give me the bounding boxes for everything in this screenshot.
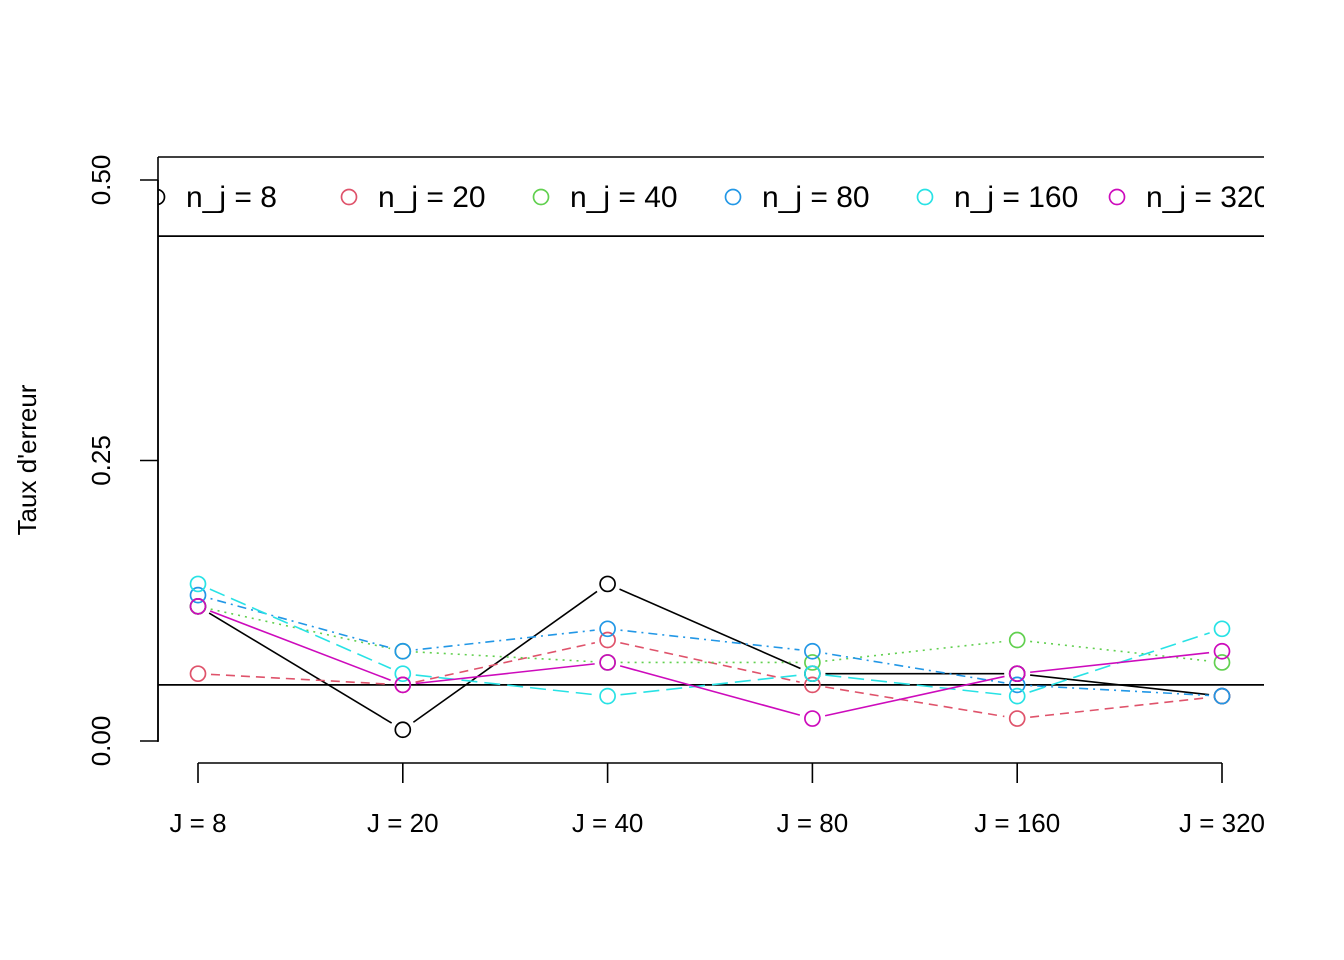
- data-point: [189, 598, 207, 615]
- series-segment: [620, 629, 800, 651]
- x-tick-label: J = 160: [974, 808, 1060, 838]
- x-tick-label: J = 8: [169, 808, 226, 838]
- reference-lines: [158, 235, 1264, 686]
- data-point: [1213, 654, 1231, 671]
- legend-label: n_j = 40: [570, 181, 678, 214]
- series-segment: [209, 588, 392, 670]
- data-point: [599, 631, 616, 649]
- series-segment: [619, 588, 801, 670]
- data-point: [804, 654, 821, 671]
- series-segment: [825, 686, 1005, 718]
- series-segment: [412, 590, 598, 723]
- legend-marker: [158, 188, 166, 206]
- data-point: [599, 575, 616, 593]
- y-axis: 0.00 0.25 0.50: [86, 155, 159, 767]
- series-segment: [415, 629, 595, 651]
- data-point: [599, 620, 616, 638]
- x-tick-label: J = 80: [777, 808, 849, 838]
- legend-marker: [916, 188, 934, 206]
- data-point: [1008, 710, 1026, 727]
- y-tick-label: 0.00: [86, 716, 116, 767]
- data-point: [394, 721, 412, 739]
- legend-marker: [532, 188, 550, 206]
- series-segment: [1030, 674, 1210, 696]
- data-point: [804, 710, 821, 727]
- series-segment: [210, 597, 391, 649]
- x-axis: J = 8 J = 20 J = 40 J = 80 J = 160 J = 320: [169, 762, 1265, 838]
- data-point: [599, 654, 616, 671]
- series-segment: [1030, 684, 1210, 697]
- data-point: [189, 575, 207, 593]
- series-n-j-20: [189, 631, 1231, 727]
- x-tick-label: J = 320: [1179, 808, 1265, 838]
- series-segment: [415, 651, 595, 663]
- series-n-j-320: [189, 598, 1231, 727]
- legend-marker: [340, 188, 358, 206]
- data-point: [804, 665, 821, 683]
- legend-label: n_j = 160: [954, 181, 1078, 214]
- data-point: [804, 642, 821, 660]
- series-n-j-80: [189, 586, 1231, 705]
- series-n-j-40: [189, 598, 1231, 671]
- series-segment: [208, 612, 393, 724]
- series-segment: [620, 674, 800, 696]
- data-point: [804, 676, 821, 694]
- y-axis-title: Taux d'erreur: [12, 384, 42, 535]
- legend-label: n_j = 320: [1146, 181, 1270, 214]
- series-segment: [1030, 640, 1210, 662]
- series-segment: [1030, 696, 1210, 718]
- legend-label: n_j = 20: [378, 181, 486, 214]
- data-point: [1213, 642, 1231, 660]
- series-segment: [620, 642, 800, 683]
- legend-label: n_j = 8: [186, 181, 277, 214]
- plot-area: n_j = 8 n_j = 20 n_j = 40 n_j = 80 n_j = 160…: [158, 181, 1270, 739]
- series-segment: [824, 675, 1005, 717]
- series-n-j-8: [189, 575, 1231, 739]
- series-segment: [825, 640, 1005, 662]
- data-point: [1008, 687, 1026, 705]
- y-tick-label: 0.25: [86, 435, 116, 486]
- series-segment: [1030, 651, 1210, 674]
- series-layer: [189, 575, 1231, 739]
- series-segment: [619, 665, 801, 716]
- data-point: [189, 665, 207, 683]
- legend-marker: [724, 188, 742, 206]
- series-segment: [210, 673, 390, 685]
- legend: n_j = 8 n_j = 20 n_j = 40 n_j = 80 n_j = 160…: [158, 181, 1270, 214]
- data-point: [189, 586, 207, 604]
- data-point: [394, 676, 412, 694]
- data-point: [599, 687, 616, 705]
- series-segment: [825, 674, 1005, 696]
- data-point: [394, 665, 412, 683]
- series-segment: [415, 674, 595, 696]
- data-point: [1008, 676, 1026, 694]
- data-point: [1213, 687, 1231, 705]
- x-tick-label: J = 20: [367, 808, 439, 838]
- series-segment: [415, 663, 595, 685]
- series-segment: [825, 652, 1005, 684]
- data-point: [1008, 631, 1026, 649]
- x-tick-label: J = 40: [572, 808, 644, 838]
- series-segment: [415, 642, 596, 683]
- data-point: [394, 642, 412, 660]
- series-segment: [209, 610, 391, 681]
- legend-label: n_j = 80: [762, 181, 870, 214]
- data-point: [1008, 665, 1026, 683]
- legend-marker: [1108, 188, 1126, 206]
- y-tick-label: 0.50: [86, 155, 116, 206]
- data-point: [1213, 620, 1231, 638]
